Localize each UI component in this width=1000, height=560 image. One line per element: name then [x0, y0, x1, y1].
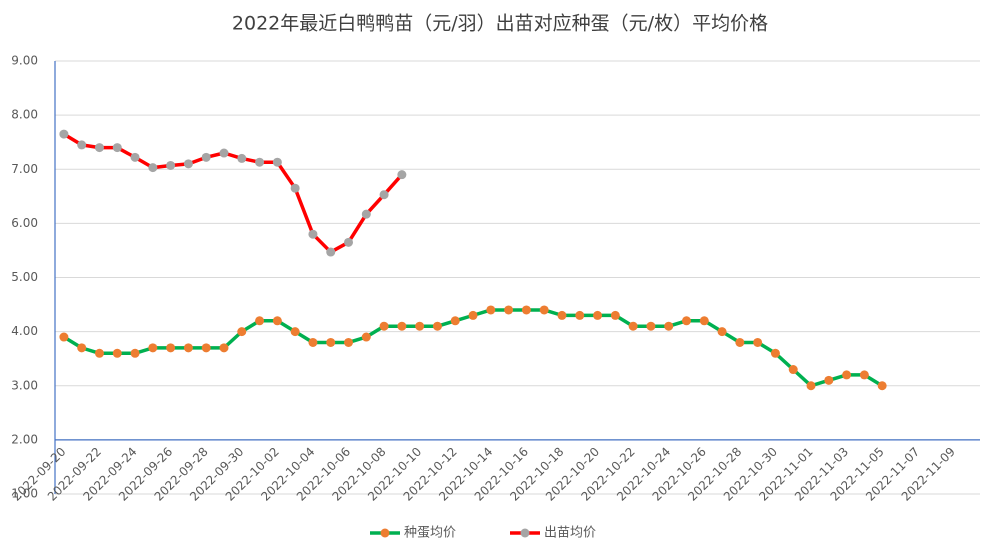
- point: [183, 159, 193, 169]
- y-tick-label: 1.00: [11, 487, 38, 501]
- point: [397, 321, 407, 331]
- point: [486, 305, 496, 315]
- point: [788, 365, 798, 375]
- point: [94, 348, 104, 358]
- y-tick-label: 4.00: [11, 324, 38, 338]
- point: [415, 321, 425, 331]
- point: [219, 343, 229, 353]
- legend-label: 种蛋均价: [404, 526, 456, 541]
- point: [77, 343, 87, 353]
- point: [824, 375, 834, 385]
- y-tick-label: 7.00: [11, 162, 38, 176]
- point: [504, 305, 514, 315]
- point: [628, 321, 638, 331]
- y-tick-label: 6.00: [11, 216, 38, 230]
- point: [539, 305, 549, 315]
- point: [753, 337, 763, 347]
- point: [432, 321, 442, 331]
- point: [646, 321, 656, 331]
- y-tick-label: 3.00: [11, 378, 38, 392]
- point: [344, 237, 354, 247]
- point: [842, 370, 852, 380]
- y-tick-label: 5.00: [11, 270, 38, 284]
- point: [308, 229, 318, 239]
- point: [183, 343, 193, 353]
- legend-label: 出苗均价: [544, 526, 596, 541]
- point: [450, 316, 460, 326]
- point: [166, 160, 176, 170]
- point: [877, 381, 887, 391]
- point: [344, 337, 354, 347]
- point: [610, 310, 620, 320]
- point: [237, 153, 247, 163]
- point: [130, 348, 140, 358]
- point: [201, 152, 211, 162]
- point: [361, 209, 371, 219]
- point: [255, 157, 265, 167]
- y-tick-label: 9.00: [11, 54, 38, 68]
- point: [290, 183, 300, 193]
- point: [77, 140, 87, 150]
- point: [361, 332, 371, 342]
- point: [681, 316, 691, 326]
- point: [148, 343, 158, 353]
- point: [593, 310, 603, 320]
- point: [255, 316, 265, 326]
- point: [717, 327, 727, 337]
- point: [770, 348, 780, 358]
- point: [326, 247, 336, 257]
- point: [219, 148, 229, 158]
- y-tick-label: 2.00: [11, 432, 38, 446]
- point: [575, 310, 585, 320]
- chart-title: 2022年最近白鸭鸭苗（元/羽）出苗对应种蛋（元/枚）平均价格: [232, 13, 768, 35]
- point: [290, 327, 300, 337]
- point: [237, 327, 247, 337]
- point: [130, 152, 140, 162]
- point: [379, 190, 389, 200]
- point: [112, 348, 122, 358]
- point: [112, 143, 122, 153]
- point: [201, 343, 211, 353]
- legend-marker: [380, 528, 390, 538]
- point: [59, 129, 69, 139]
- point: [468, 310, 478, 320]
- point: [326, 337, 336, 347]
- point: [94, 143, 104, 153]
- point: [664, 321, 674, 331]
- point: [308, 337, 318, 347]
- point: [806, 381, 816, 391]
- point: [521, 305, 531, 315]
- point: [59, 332, 69, 342]
- point: [859, 370, 869, 380]
- point: [735, 337, 745, 347]
- point: [397, 170, 407, 180]
- point: [148, 163, 158, 173]
- point: [272, 316, 282, 326]
- point: [272, 157, 282, 167]
- y-tick-label: 8.00: [11, 108, 38, 122]
- legend-marker: [520, 528, 530, 538]
- point: [699, 316, 709, 326]
- point: [166, 343, 176, 353]
- point: [557, 310, 567, 320]
- point: [379, 321, 389, 331]
